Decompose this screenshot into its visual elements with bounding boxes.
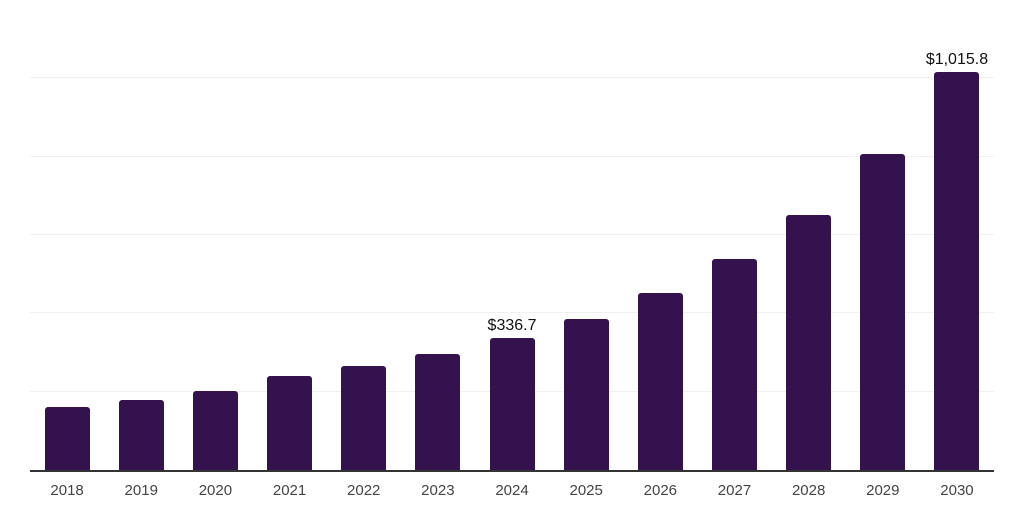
x-axis-label-2027: 2027 [717, 482, 752, 499]
bar-slot-2018 [30, 0, 104, 470]
bar-slot-2021 [252, 0, 326, 470]
x-axis-label-2018: 2018 [50, 482, 84, 499]
x-axis-labels: 2018 2019 2020 2021 2022 2023 2024 2025 2026 2027… [30, 482, 994, 500]
x-axis-label-2022: 2022 [347, 482, 381, 499]
bar-2026 [637, 293, 683, 470]
x-axis-label-2028: 2028 [791, 482, 826, 499]
bar-slot-2028 [772, 0, 846, 470]
bar-slot-2023 [401, 0, 475, 470]
bar-2024 [489, 338, 535, 470]
bar-slot-2029 [846, 0, 920, 470]
bar-slot-2027 [697, 0, 771, 470]
bar-slot-2026 [623, 0, 697, 470]
gridline [30, 234, 994, 235]
bar-2023 [415, 354, 461, 470]
gridline [30, 77, 994, 79]
bar-slot-2030: $1,015.8 [920, 0, 994, 470]
bar-slot-2022 [327, 0, 401, 470]
x-axis-label-2024: 2024 [495, 482, 529, 499]
bar-slot-2019 [104, 0, 178, 470]
value-label-2024: $336.7 [487, 317, 537, 335]
plot-area: $336.7 $1,015.8 [30, 0, 994, 472]
bar-2029 [860, 154, 906, 470]
x-axis-label-2030: 2030 [940, 482, 974, 499]
x-axis-label-2020: 2020 [198, 482, 233, 499]
bar-2019 [118, 399, 164, 470]
bar-2030 [934, 72, 980, 470]
x-axis-label-2023: 2023 [421, 482, 455, 499]
x-axis-label-2019: 2019 [124, 482, 158, 499]
bar-2027 [711, 259, 757, 470]
bars-container: $336.7 $1,015.8 [30, 0, 994, 470]
bar-slot-2025 [549, 0, 623, 470]
bar-2025 [563, 318, 609, 470]
x-axis-label-2025: 2025 [569, 482, 603, 499]
bar-slot-2020 [178, 0, 252, 470]
x-axis-label-2021: 2021 [272, 482, 307, 499]
gridline [30, 312, 994, 314]
gridline [30, 155, 994, 157]
bar-2022 [341, 365, 387, 470]
x-axis-label-2029: 2029 [866, 482, 900, 499]
value-label-2030: $1,015.8 [925, 51, 989, 69]
bar-2028 [786, 215, 832, 470]
bar-slot-2024: $336.7 [475, 0, 549, 470]
bar-2018 [44, 406, 90, 470]
bar-2020 [192, 390, 238, 470]
x-axis-label-2026: 2026 [643, 482, 678, 499]
bar-2021 [267, 375, 313, 470]
